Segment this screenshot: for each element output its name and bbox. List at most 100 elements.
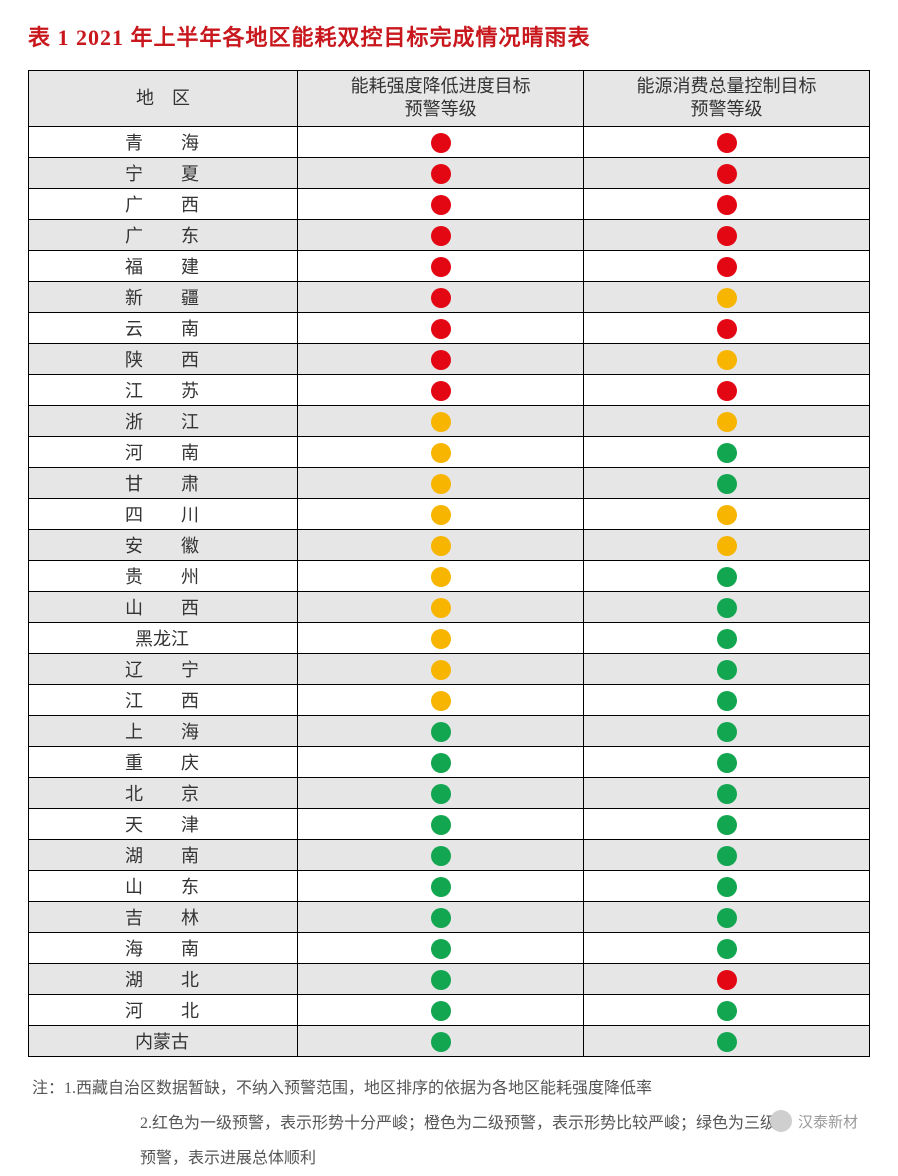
consumption-cell: [584, 126, 870, 157]
table-row: 江 苏: [29, 374, 870, 405]
consumption-cell: [584, 250, 870, 281]
green-dot-icon: [431, 970, 451, 990]
consumption-cell: [584, 901, 870, 932]
table-row: 青 海: [29, 126, 870, 157]
table-row: 黑龙江: [29, 622, 870, 653]
region-cell: 广 东: [29, 219, 298, 250]
green-dot-icon: [717, 660, 737, 680]
green-dot-icon: [431, 908, 451, 928]
green-dot-icon: [717, 877, 737, 897]
header-intensity-l1: 能耗强度降低进度目标: [351, 76, 531, 96]
red-dot-icon: [431, 319, 451, 339]
consumption-cell: [584, 715, 870, 746]
intensity-cell: [298, 281, 584, 312]
table-row: 山 西: [29, 591, 870, 622]
red-dot-icon: [431, 226, 451, 246]
region-cell: 重 庆: [29, 746, 298, 777]
consumption-cell: [584, 467, 870, 498]
intensity-cell: [298, 188, 584, 219]
table-row: 贵 州: [29, 560, 870, 591]
green-dot-icon: [717, 753, 737, 773]
orange-dot-icon: [431, 536, 451, 556]
note-line-1: 注：1.西藏自治区数据暂缺，不纳入预警范围，地区排序的依据为各地区能耗强度降低率: [32, 1071, 866, 1106]
intensity-cell: [298, 591, 584, 622]
red-dot-icon: [717, 195, 737, 215]
header-consumption-l1: 能源消费总量控制目标: [637, 76, 817, 96]
orange-dot-icon: [431, 443, 451, 463]
table-row: 宁 夏: [29, 157, 870, 188]
header-row: 地 区 能耗强度降低进度目标 预警等级 能源消费总量控制目标 预警等级: [29, 71, 870, 127]
consumption-cell: [584, 405, 870, 436]
intensity-cell: [298, 405, 584, 436]
red-dot-icon: [717, 319, 737, 339]
intensity-cell: [298, 498, 584, 529]
table-row: 吉 林: [29, 901, 870, 932]
intensity-cell: [298, 312, 584, 343]
orange-dot-icon: [431, 660, 451, 680]
green-dot-icon: [717, 691, 737, 711]
table-notes: 注：1.西藏自治区数据暂缺，不纳入预警范围，地区排序的依据为各地区能耗强度降低率…: [28, 1071, 870, 1176]
region-cell: 浙 江: [29, 405, 298, 436]
region-cell: 河 南: [29, 436, 298, 467]
intensity-cell: [298, 219, 584, 250]
intensity-cell: [298, 901, 584, 932]
green-dot-icon: [431, 1001, 451, 1021]
region-cell: 甘 肃: [29, 467, 298, 498]
table-row: 上 海: [29, 715, 870, 746]
intensity-cell: [298, 808, 584, 839]
consumption-cell: [584, 808, 870, 839]
green-dot-icon: [717, 629, 737, 649]
consumption-cell: [584, 498, 870, 529]
red-dot-icon: [717, 970, 737, 990]
orange-dot-icon: [717, 412, 737, 432]
orange-dot-icon: [431, 629, 451, 649]
intensity-cell: [298, 126, 584, 157]
table-row: 湖 南: [29, 839, 870, 870]
green-dot-icon: [431, 939, 451, 959]
header-consumption-l2: 预警等级: [691, 99, 763, 119]
region-cell: 河 北: [29, 994, 298, 1025]
region-cell: 江 苏: [29, 374, 298, 405]
header-region: 地 区: [29, 71, 298, 127]
consumption-cell: [584, 932, 870, 963]
table-row: 浙 江: [29, 405, 870, 436]
green-dot-icon: [717, 443, 737, 463]
green-dot-icon: [431, 722, 451, 742]
consumption-cell: [584, 219, 870, 250]
intensity-cell: [298, 839, 584, 870]
orange-dot-icon: [717, 536, 737, 556]
table-row: 陕 西: [29, 343, 870, 374]
watermark-text: 汉泰新材: [798, 1111, 858, 1132]
table-row: 内蒙古: [29, 1025, 870, 1056]
region-cell: 吉 林: [29, 901, 298, 932]
consumption-cell: [584, 188, 870, 219]
intensity-cell: [298, 157, 584, 188]
green-dot-icon: [717, 815, 737, 835]
consumption-cell: [584, 653, 870, 684]
consumption-cell: [584, 746, 870, 777]
green-dot-icon: [717, 474, 737, 494]
intensity-cell: [298, 746, 584, 777]
region-cell: 福 建: [29, 250, 298, 281]
consumption-cell: [584, 529, 870, 560]
table-row: 湖 北: [29, 963, 870, 994]
consumption-cell: [584, 343, 870, 374]
region-cell: 宁 夏: [29, 157, 298, 188]
red-dot-icon: [431, 164, 451, 184]
red-dot-icon: [431, 257, 451, 277]
watermark: 汉泰新材: [770, 1110, 858, 1132]
green-dot-icon: [717, 1032, 737, 1052]
red-dot-icon: [717, 257, 737, 277]
consumption-cell: [584, 436, 870, 467]
intensity-cell: [298, 560, 584, 591]
consumption-cell: [584, 870, 870, 901]
intensity-cell: [298, 436, 584, 467]
intensity-cell: [298, 622, 584, 653]
region-cell: 上 海: [29, 715, 298, 746]
table-row: 天 津: [29, 808, 870, 839]
region-cell: 天 津: [29, 808, 298, 839]
green-dot-icon: [717, 567, 737, 587]
region-cell: 湖 北: [29, 963, 298, 994]
consumption-cell: [584, 994, 870, 1025]
consumption-cell: [584, 963, 870, 994]
